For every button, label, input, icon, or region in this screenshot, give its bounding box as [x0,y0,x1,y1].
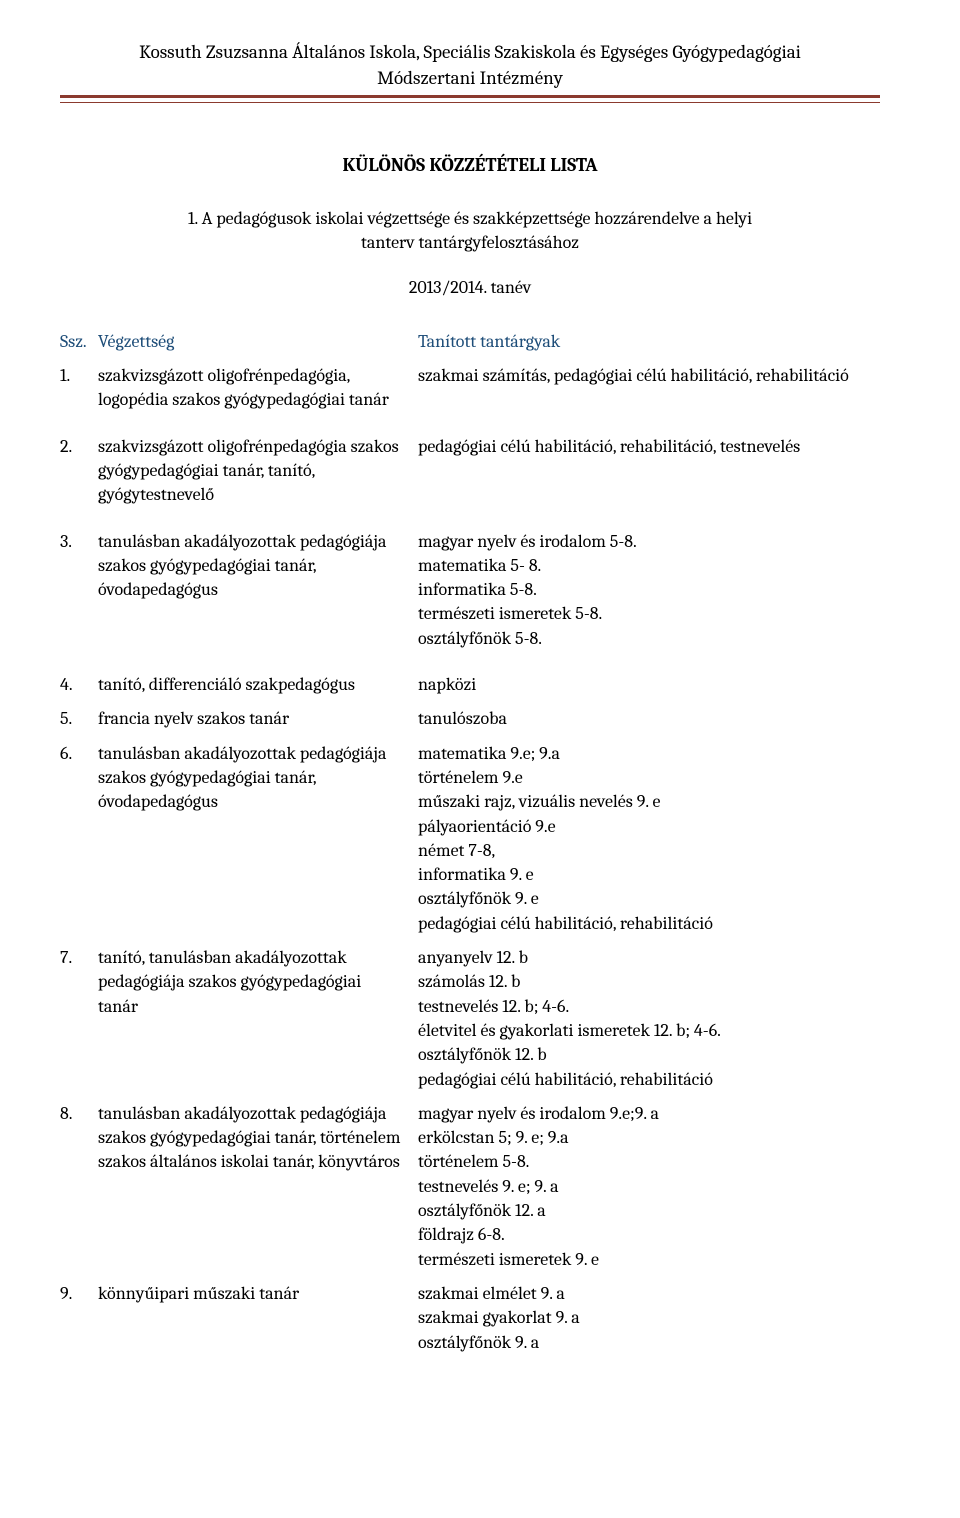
row-number: 3. [60,530,98,554]
subject-line: magyar nyelv és irodalom 5-8. [418,530,880,554]
subject-line: szakmai elmélet 9. a [418,1282,880,1306]
table-row: 2.szakvizsgázott oligofrénpedagógia szak… [60,435,880,508]
subjects-cell: matematika 9.e; 9.atörténelem 9.eműszaki… [418,742,880,936]
qualification-cell: tanulásban akadályozottak pedagógiája sz… [98,530,418,603]
subject-line: napközi [418,673,880,697]
subject-line: pedagógiai célú habilitáció, rehabilitác… [418,912,880,936]
row-number: 1. [60,364,98,388]
qualification-cell: tanulásban akadályozottak pedagógiája sz… [98,742,418,815]
subject-line: szakmai számítás, pedagógiai célú habili… [418,364,880,388]
table-row: 8.tanulásban akadályozottak pedagógiája … [60,1102,880,1272]
subjects-cell: anyanyelv 12. bszámolás 12. btestnevelés… [418,946,880,1092]
institution-header: Kossuth Zsuzsanna Általános Iskola, Spec… [60,40,880,98]
subject-line: műszaki rajz, vizuális nevelés 9. e [418,790,880,814]
subject-line: pedagógiai célú habilitáció, rehabilitác… [418,1068,880,1092]
header-ssz: Ssz. [60,330,98,354]
table-row: 1.szakvizsgázott oligofrénpedagógia, log… [60,364,880,413]
subject-line: tanulószoba [418,707,880,731]
qualification-cell: tanító, differenciáló szakpedagógus [98,673,418,697]
subject-line: osztályfőnök 9. e [418,887,880,911]
document-title: KÜLÖNÖS KÖZZÉTÉTELI LISTA [60,153,880,179]
subjects-cell: magyar nyelv és irodalom 5-8.matematika … [418,530,880,651]
subjects-cell: magyar nyelv és irodalom 9.e;9. aerkölcs… [418,1102,880,1272]
subject-line: természeti ismeretek 9. e [418,1248,880,1272]
subject-line: erkölcstan 5; 9. e; 9.a [418,1126,880,1150]
academic-year: 2013/2014. tanév [60,276,880,300]
qualification-cell: francia nyelv szakos tanár [98,707,418,731]
table-row: 7.tanító, tanulásban akadályozottak peda… [60,946,880,1092]
subject-line: testnevelés 9. e; 9. a [418,1175,880,1199]
table-row: 5.francia nyelv szakos tanártanulószoba [60,707,880,731]
subject-line: osztályfőnök 5-8. [418,627,880,651]
subject-line: német 7-8, [418,839,880,863]
row-number: 7. [60,946,98,970]
header-line2: Módszertani Intézmény [377,67,563,89]
subject-line: magyar nyelv és irodalom 9.e;9. a [418,1102,880,1126]
table-row: 9.könnyűipari műszaki tanárszakmai elmél… [60,1282,880,1355]
row-number: 2. [60,435,98,459]
table-row: 3.tanulásban akadályozottak pedagógiája … [60,530,880,651]
subjects-cell: szakmai számítás, pedagógiai célú habili… [418,364,880,388]
subject-line: pedagógiai célú habilitáció, rehabilitác… [418,435,880,459]
subject-line: testnevelés 12. b; 4-6. [418,995,880,1019]
row-number: 4. [60,673,98,697]
header-line1: Kossuth Zsuzsanna Általános Iskola, Spec… [139,41,801,63]
subject-line: számolás 12. b [418,970,880,994]
header-underline [60,102,880,103]
subject-line: osztályfőnök 12. b [418,1043,880,1067]
subject-line: történelem 9.e [418,766,880,790]
subject-line: matematika 5- 8. [418,554,880,578]
subjects-cell: pedagógiai célú habilitáció, rehabilitác… [418,435,880,459]
subject-line: osztályfőnök 9. a [418,1331,880,1355]
header-tantargyak: Tanított tantárgyak [418,330,880,354]
qualification-cell: tanulásban akadályozottak pedagógiája sz… [98,1102,418,1175]
row-number: 8. [60,1102,98,1126]
qualification-cell: könnyűipari műszaki tanár [98,1282,418,1306]
subject-line: földrajz 6-8. [418,1223,880,1247]
row-number: 9. [60,1282,98,1306]
row-number: 6. [60,742,98,766]
subjects-cell: szakmai elmélet 9. aszakmai gyakorlat 9.… [418,1282,880,1355]
section-title: 1. A pedagógusok iskolai végzettsége és … [160,207,780,256]
qualification-cell: szakvizsgázott oligofrénpedagógia szakos… [98,435,418,508]
qualification-cell: tanító, tanulásban akadályozottak pedagó… [98,946,418,1019]
subjects-cell: napközi [418,673,880,697]
subject-line: pályaorientáció 9.e [418,815,880,839]
row-number: 5. [60,707,98,731]
subject-line: informatika 5-8. [418,578,880,602]
qualification-cell: szakvizsgázott oligofrénpedagógia, logop… [98,364,418,413]
subject-line: természeti ismeretek 5-8. [418,602,880,626]
table-row: 6.tanulásban akadályozottak pedagógiája … [60,742,880,936]
table-row: 4.tanító, differenciáló szakpedagógusnap… [60,673,880,697]
table-header-row: Ssz. Végzettség Tanított tantárgyak [60,330,880,354]
table-body: 1.szakvizsgázott oligofrénpedagógia, log… [60,364,880,1355]
subject-line: anyanyelv 12. b [418,946,880,970]
subject-line: osztályfőnök 12. a [418,1199,880,1223]
header-vegzettseg: Végzettség [98,330,418,354]
subject-line: történelem 5-8. [418,1150,880,1174]
subject-line: életvitel és gyakorlati ismeretek 12. b;… [418,1019,880,1043]
subject-line: szakmai gyakorlat 9. a [418,1306,880,1330]
subjects-cell: tanulószoba [418,707,880,731]
subject-line: matematika 9.e; 9.a [418,742,880,766]
subject-line: informatika 9. e [418,863,880,887]
